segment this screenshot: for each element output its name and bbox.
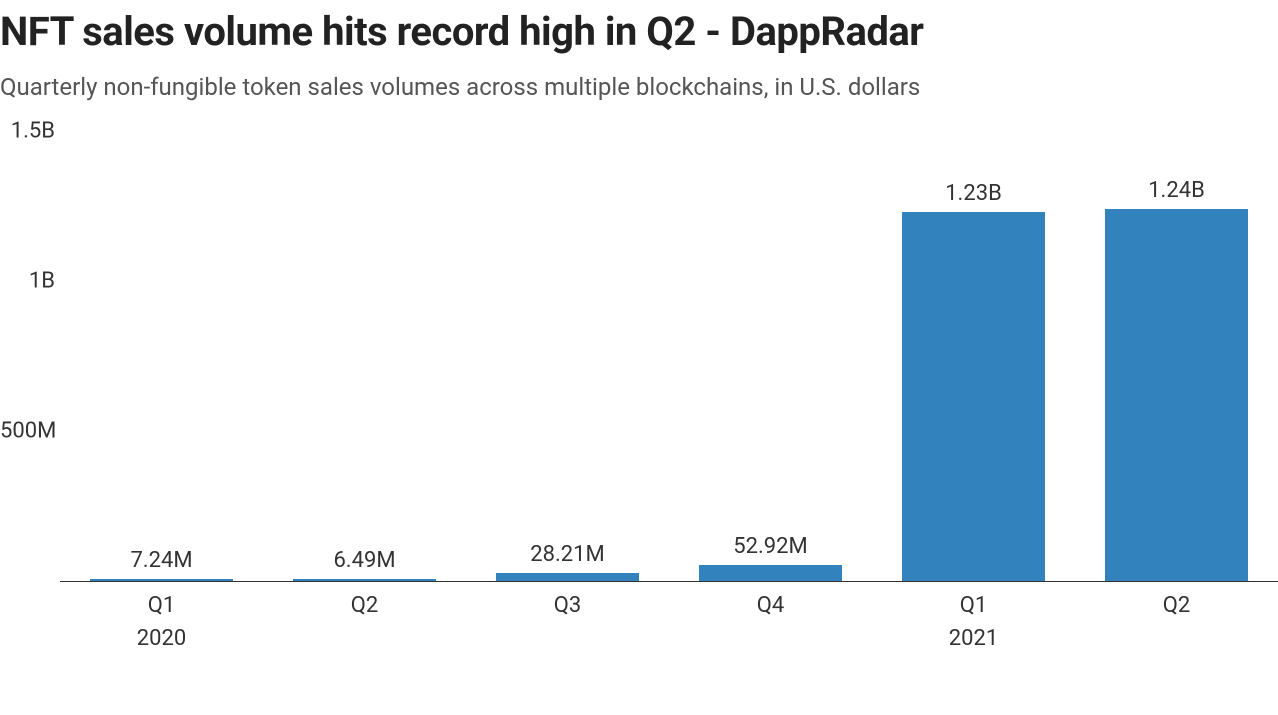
bar-value-label: 6.49M bbox=[333, 548, 395, 573]
x-quarter-label: Q4 bbox=[669, 593, 872, 618]
bar-value-label: 52.92M bbox=[733, 534, 807, 559]
bar-slot: 6.49M bbox=[263, 131, 466, 581]
bar-slot: 1.23B bbox=[872, 131, 1075, 581]
y-tick-label: 1.5B bbox=[0, 119, 55, 144]
x-label-slot: Q3 bbox=[466, 581, 669, 651]
bar bbox=[699, 565, 841, 581]
bars-group: 7.24M 6.49M 28.21M 52.92M 1.23B 1.24B bbox=[60, 131, 1278, 581]
chart-title: NFT sales volume hits record high in Q2 … bbox=[0, 8, 1278, 55]
chart-container: 500M 1B 1.5B 7.24M 6.49M 28.21M 52.92M 1.23B… bbox=[0, 121, 1278, 681]
bar-slot: 1.24B bbox=[1075, 131, 1278, 581]
x-quarter-label: Q2 bbox=[1075, 593, 1278, 618]
y-tick-label: 1B bbox=[0, 269, 55, 294]
x-labels-group: Q12020Q2Q3Q4Q12021Q2 bbox=[60, 581, 1278, 651]
x-year-label: 2021 bbox=[872, 626, 1075, 651]
bar-value-label: 28.21M bbox=[530, 542, 604, 567]
x-quarter-label: Q3 bbox=[466, 593, 669, 618]
bar-slot: 52.92M bbox=[669, 131, 872, 581]
x-label-slot: Q2 bbox=[263, 581, 466, 651]
x-label-slot: Q2 bbox=[1075, 581, 1278, 651]
x-label-slot: Q1 2021 bbox=[872, 581, 1075, 651]
x-quarter-label: Q1 bbox=[60, 593, 263, 618]
x-label-slot: Q1 2020 bbox=[60, 581, 263, 651]
bar-value-label: 1.24B bbox=[1148, 178, 1205, 203]
bar bbox=[902, 212, 1044, 581]
bar bbox=[496, 573, 638, 581]
bar bbox=[1105, 209, 1247, 581]
chart-subtitle: Quarterly non-fungible token sales volum… bbox=[0, 73, 1278, 101]
x-label-slot: Q4 bbox=[669, 581, 872, 651]
bar-slot: 7.24M bbox=[60, 131, 263, 581]
x-year-label: 2020 bbox=[60, 626, 263, 651]
x-quarter-label: Q2 bbox=[263, 593, 466, 618]
bar-value-label: 1.23B bbox=[945, 181, 1002, 206]
y-tick-label: 500M bbox=[0, 419, 55, 444]
bar-slot: 28.21M bbox=[466, 131, 669, 581]
x-quarter-label: Q1 bbox=[872, 593, 1075, 618]
bar-value-label: 7.24M bbox=[130, 548, 192, 573]
